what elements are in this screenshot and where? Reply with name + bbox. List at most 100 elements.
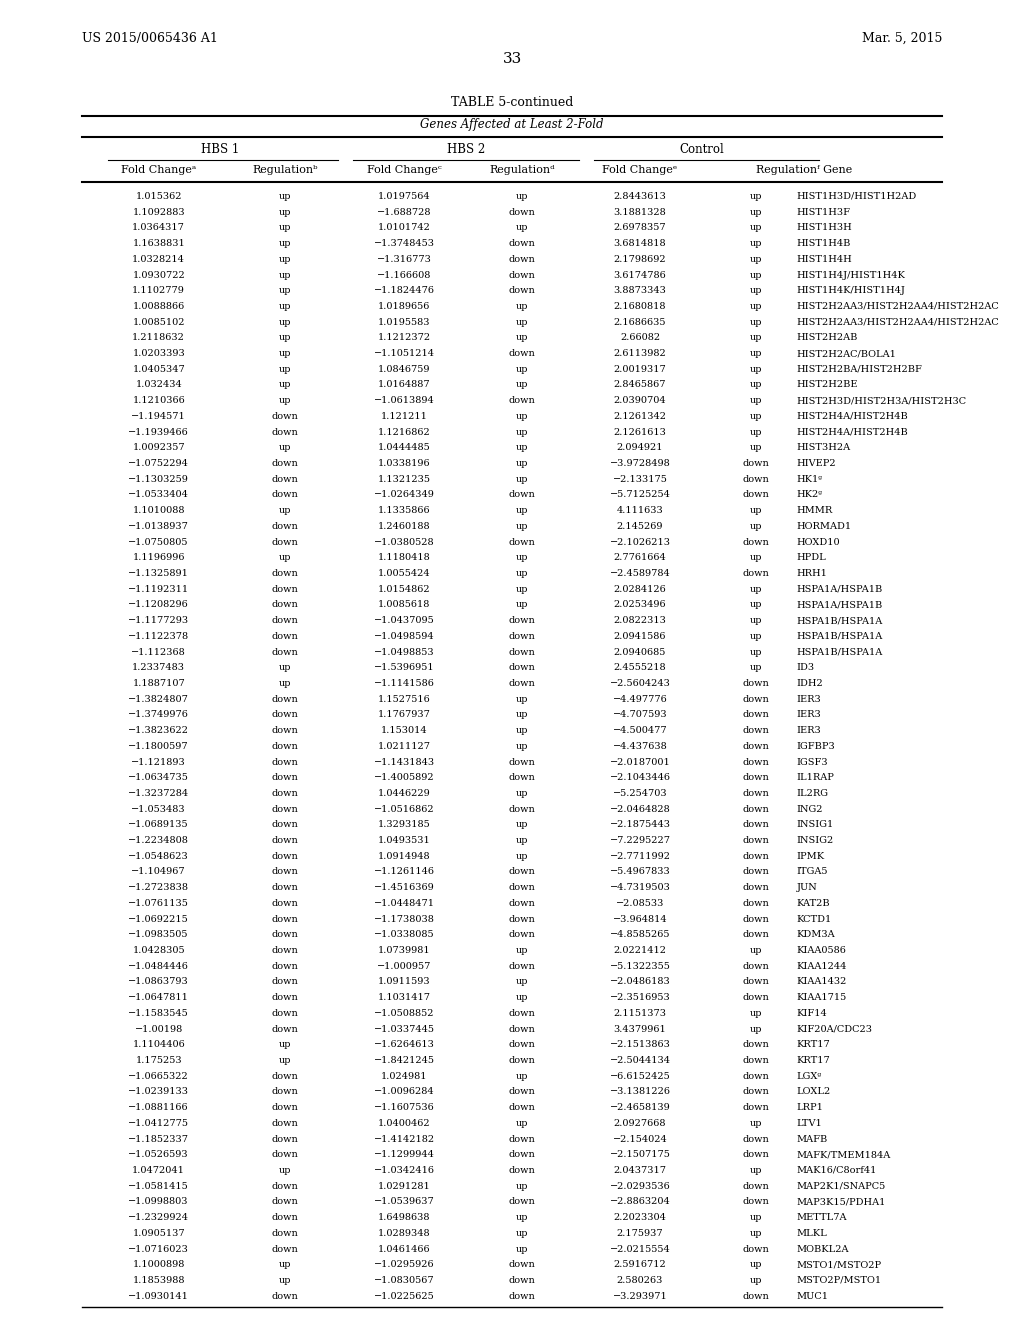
Text: KIAA1244: KIAA1244 xyxy=(797,962,847,970)
Text: up: up xyxy=(750,601,762,610)
Text: 1.3293185: 1.3293185 xyxy=(378,820,431,829)
Text: up: up xyxy=(516,742,528,751)
Text: KDM3A: KDM3A xyxy=(797,931,836,940)
Text: down: down xyxy=(271,1119,298,1127)
Text: 1.1216862: 1.1216862 xyxy=(378,428,431,437)
Text: up: up xyxy=(750,207,762,216)
Text: IGFBP3: IGFBP3 xyxy=(797,742,836,751)
Text: 33: 33 xyxy=(503,53,521,66)
Text: 1.0203393: 1.0203393 xyxy=(132,348,185,358)
Text: down: down xyxy=(271,1008,298,1018)
Text: −6.6152425: −6.6152425 xyxy=(609,1072,671,1081)
Text: LGXᵍ: LGXᵍ xyxy=(797,1072,822,1081)
Text: up: up xyxy=(279,1040,291,1049)
Text: 1.0197564: 1.0197564 xyxy=(378,191,431,201)
Text: Mar. 5, 2015: Mar. 5, 2015 xyxy=(862,32,942,45)
Text: down: down xyxy=(509,1104,536,1113)
Text: MAFK/TMEM184A: MAFK/TMEM184A xyxy=(797,1150,891,1159)
Text: IER3: IER3 xyxy=(797,726,821,735)
Text: down: down xyxy=(742,569,769,578)
Text: ING2: ING2 xyxy=(797,805,823,813)
Text: down: down xyxy=(509,396,536,405)
Text: 2.0390704: 2.0390704 xyxy=(613,396,667,405)
Text: down: down xyxy=(742,820,769,829)
Text: down: down xyxy=(509,915,536,924)
Text: down: down xyxy=(271,726,298,735)
Text: 2.2023304: 2.2023304 xyxy=(613,1213,667,1222)
Text: up: up xyxy=(750,648,762,656)
Text: down: down xyxy=(509,663,536,672)
Text: up: up xyxy=(516,1229,528,1238)
Text: up: up xyxy=(750,444,762,453)
Text: 1.1210366: 1.1210366 xyxy=(132,396,185,405)
Text: −1.0508852: −1.0508852 xyxy=(374,1008,435,1018)
Text: up: up xyxy=(516,710,528,719)
Text: −1.0498594: −1.0498594 xyxy=(374,632,435,640)
Text: MSTO1/MSTO2P: MSTO1/MSTO2P xyxy=(797,1261,882,1270)
Text: up: up xyxy=(279,334,291,342)
Text: −1.1738038: −1.1738038 xyxy=(374,915,435,924)
Text: up: up xyxy=(279,663,291,672)
Text: down: down xyxy=(509,678,536,688)
Text: −1.688728: −1.688728 xyxy=(377,207,432,216)
Text: 1.0428305: 1.0428305 xyxy=(132,946,185,956)
Text: MAP3K15/PDHA1: MAP3K15/PDHA1 xyxy=(797,1197,886,1206)
Text: down: down xyxy=(742,836,769,845)
Text: down: down xyxy=(271,648,298,656)
Text: −2.0215554: −2.0215554 xyxy=(609,1245,671,1254)
Text: Fold Changeᶜ: Fold Changeᶜ xyxy=(368,165,441,176)
Text: LTV1: LTV1 xyxy=(797,1119,822,1127)
Text: −4.707593: −4.707593 xyxy=(612,710,668,719)
Text: −2.1026213: −2.1026213 xyxy=(609,537,671,546)
Text: down: down xyxy=(271,899,298,908)
Text: up: up xyxy=(750,348,762,358)
Text: 1.015362: 1.015362 xyxy=(135,191,182,201)
Text: 1.0472041: 1.0472041 xyxy=(132,1166,185,1175)
Text: −2.08533: −2.08533 xyxy=(615,899,665,908)
Text: KRT17: KRT17 xyxy=(797,1056,830,1065)
Text: KIAA1715: KIAA1715 xyxy=(797,993,847,1002)
Text: −5.1322355: −5.1322355 xyxy=(609,962,671,970)
Text: down: down xyxy=(742,851,769,861)
Text: down: down xyxy=(742,459,769,469)
Text: up: up xyxy=(750,412,762,421)
Text: HBS 1: HBS 1 xyxy=(201,143,240,156)
Text: down: down xyxy=(742,1245,769,1254)
Text: KAT2B: KAT2B xyxy=(797,899,830,908)
Text: 1.0055424: 1.0055424 xyxy=(378,569,431,578)
Text: up: up xyxy=(750,632,762,640)
Text: down: down xyxy=(509,1008,536,1018)
Text: IL2RG: IL2RG xyxy=(797,789,828,799)
Text: Regulationᶠ Gene: Regulationᶠ Gene xyxy=(756,165,852,176)
Text: up: up xyxy=(516,836,528,845)
Text: −2.0486183: −2.0486183 xyxy=(609,978,671,986)
Text: −1.194571: −1.194571 xyxy=(131,412,186,421)
Text: up: up xyxy=(279,364,291,374)
Text: JUN: JUN xyxy=(797,883,817,892)
Text: 2.7761664: 2.7761664 xyxy=(613,553,667,562)
Text: down: down xyxy=(742,1040,769,1049)
Text: −1.4005892: −1.4005892 xyxy=(374,774,435,783)
Text: up: up xyxy=(750,318,762,326)
Text: −4.500477: −4.500477 xyxy=(612,726,668,735)
Text: IGSF3: IGSF3 xyxy=(797,758,828,767)
Text: up: up xyxy=(750,585,762,594)
Text: KIAA1432: KIAA1432 xyxy=(797,978,847,986)
Text: down: down xyxy=(271,805,298,813)
Text: ID3: ID3 xyxy=(797,663,815,672)
Text: −1.3749976: −1.3749976 xyxy=(128,710,189,719)
Text: 1.1010088: 1.1010088 xyxy=(132,506,185,515)
Text: down: down xyxy=(509,1056,536,1065)
Text: −1.0239133: −1.0239133 xyxy=(128,1088,189,1097)
Text: up: up xyxy=(516,302,528,312)
Text: down: down xyxy=(742,678,769,688)
Text: 1.0164887: 1.0164887 xyxy=(378,380,431,389)
Text: down: down xyxy=(509,1150,536,1159)
Text: −1.5396951: −1.5396951 xyxy=(374,663,435,672)
Text: −1.0665322: −1.0665322 xyxy=(128,1072,189,1081)
Text: 2.0019317: 2.0019317 xyxy=(613,364,667,374)
Text: 1.1321235: 1.1321235 xyxy=(378,475,431,483)
Text: 1.0493531: 1.0493531 xyxy=(378,836,431,845)
Text: down: down xyxy=(271,1024,298,1034)
Text: −1.0761135: −1.0761135 xyxy=(128,899,189,908)
